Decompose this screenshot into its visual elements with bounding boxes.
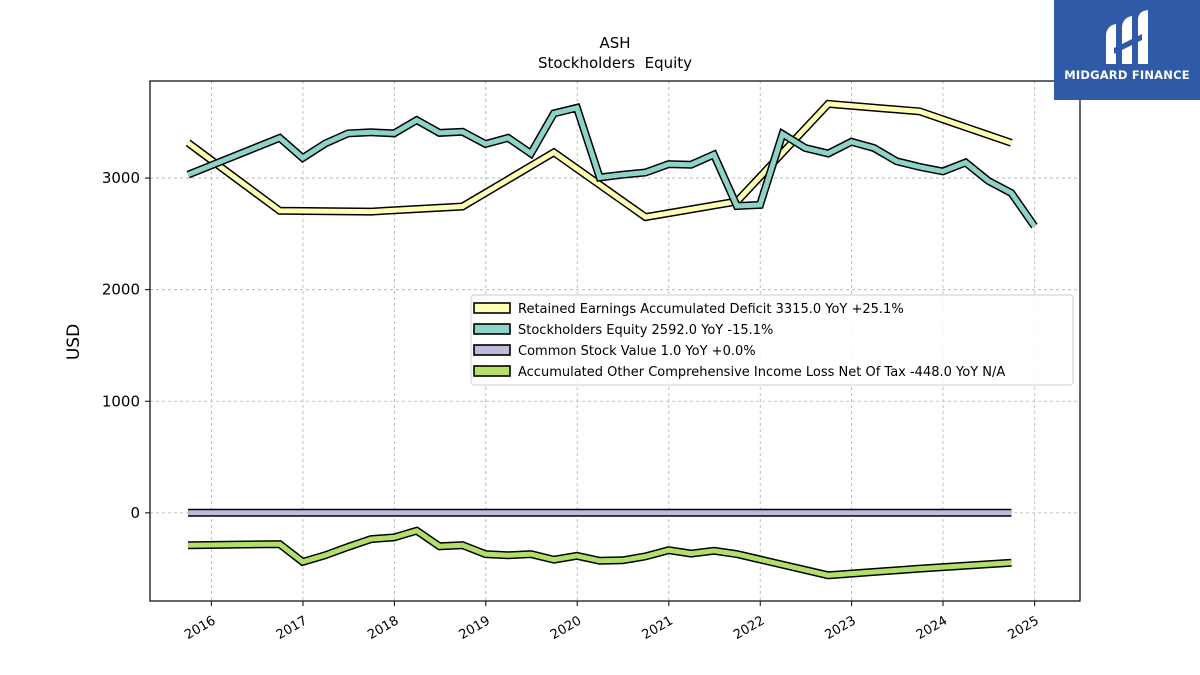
legend-box (470, 294, 1074, 386)
chart-title: ASH (599, 34, 630, 52)
series-3 (188, 526, 1012, 580)
x-tick-label: 2025 (1006, 613, 1042, 643)
y-axis: 0 1000 2000 3000 (102, 169, 150, 522)
midgard-m-icon (1106, 10, 1148, 64)
x-tick-label: 2019 (457, 613, 493, 643)
legend-label: Stockholders Equity 2592.0 YoY -15.1% (518, 323, 773, 338)
legend-swatch (473, 302, 511, 314)
x-tick-label: 2021 (640, 613, 676, 643)
x-tick-label: 2024 (914, 613, 950, 643)
legend-swatch (473, 344, 511, 356)
x-tick-label: 2017 (274, 613, 310, 643)
y-tick-label: 2000 (102, 281, 140, 299)
chart-subtitle: Stockholders Equity (538, 54, 692, 72)
series-line (187, 104, 1037, 228)
series-line (188, 527, 1012, 578)
x-axis: 2016 2017 2018 2019 2020 2021 2022 2023 2024 2025 (182, 601, 1042, 643)
legend-label: Retained Earnings Accumulated Deficit 33… (518, 302, 904, 317)
y-axis-label: USD (64, 324, 84, 360)
series-line (186, 101, 1013, 220)
legend-label: Accumulated Other Comprehensive Income L… (518, 365, 1005, 380)
y-tick-label: 0 (130, 504, 140, 522)
midgard-finance-logo: MIDGARD FINANCE (1054, 0, 1200, 100)
legend-label: Common Stock Value 1.0 YoY +0.0% (518, 344, 756, 359)
plot-frame (149, 80, 1081, 602)
y-tick-label: 3000 (102, 169, 140, 187)
legend-swatch (473, 323, 511, 335)
x-tick-label: 2018 (365, 613, 401, 643)
x-tick-label: 2020 (548, 613, 584, 643)
x-tick-label: 2023 (822, 613, 858, 643)
x-tick-label: 2016 (182, 613, 218, 643)
series-0 (185, 99, 1013, 222)
logo-text: MIDGARD FINANCE (1064, 68, 1190, 82)
series-lines (185, 99, 1038, 580)
series-1 (186, 103, 1038, 229)
legend-swatch (473, 365, 511, 377)
y-tick-label: 1000 (102, 392, 140, 410)
legend: Retained Earnings Accumulated Deficit 33… (470, 294, 1074, 386)
x-tick-label: 2022 (731, 613, 767, 643)
